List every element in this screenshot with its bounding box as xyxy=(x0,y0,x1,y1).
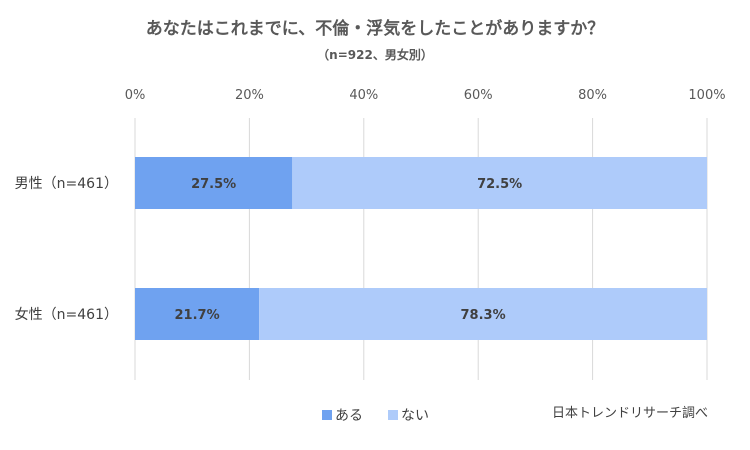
x-tick-label: 20% xyxy=(235,88,264,103)
data-label: 72.5% xyxy=(477,177,522,192)
chart-subtitle: （n=922、男女別） xyxy=(317,47,433,62)
chart-title: あなたはこれまでに、不倫・浮気をしたことがありますか？ xyxy=(146,18,605,39)
data-label: 27.5% xyxy=(191,177,236,192)
category-label: 男性（n=461） xyxy=(15,176,118,192)
bar-segment xyxy=(135,288,260,340)
x-axis-ticks: 0% 20% 40% 60% 80% 100% xyxy=(125,88,726,103)
data-label: 21.7% xyxy=(175,308,220,323)
legend-label: ない xyxy=(401,408,429,424)
legend-swatch xyxy=(388,410,398,420)
x-tick-label: 40% xyxy=(349,88,378,103)
bars: 27.5% 72.5% 21.7% 78.3% xyxy=(135,157,707,340)
x-tick-label: 0% xyxy=(125,88,146,103)
bar-segment xyxy=(292,157,707,209)
bar-segment xyxy=(259,288,707,340)
legend-swatch xyxy=(322,410,332,420)
x-tick-label: 100% xyxy=(688,88,725,103)
legend: ある ない xyxy=(322,408,429,424)
category-label: 女性（n=461） xyxy=(15,306,118,323)
data-label: 78.3% xyxy=(461,308,506,323)
source-note: 日本トレンドリサーチ調べ xyxy=(552,406,708,421)
x-tick-label: 60% xyxy=(464,88,493,103)
legend-label: ある xyxy=(335,408,363,424)
category-labels: 男性（n=461） 女性（n=461） xyxy=(15,176,118,323)
bar-segment xyxy=(135,157,293,209)
x-tick-label: 80% xyxy=(578,88,607,103)
